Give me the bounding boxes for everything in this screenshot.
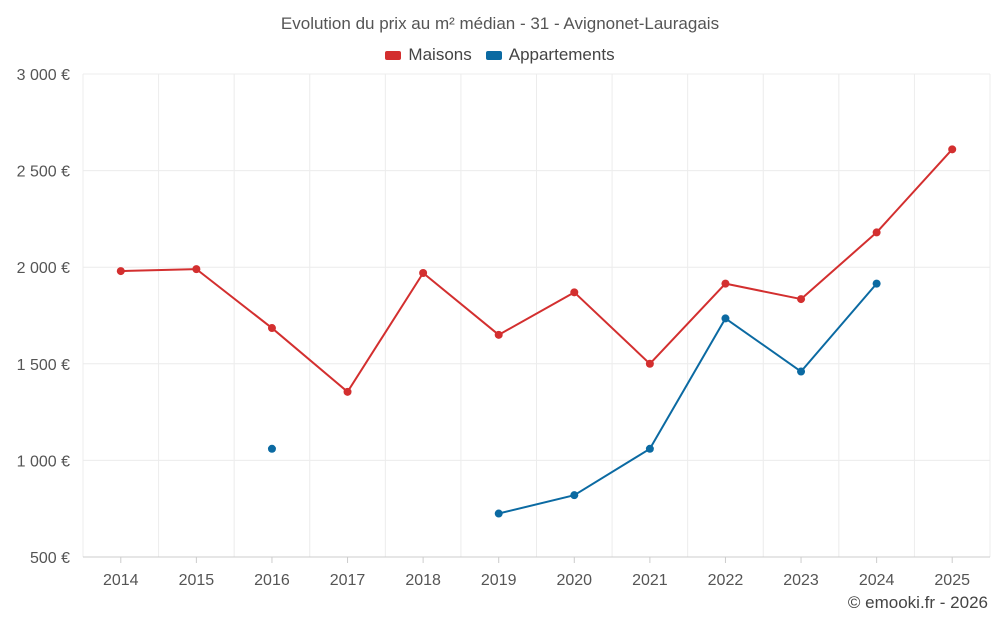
x-tick-label: 2020 xyxy=(556,572,592,589)
data-point-maisons-2019 xyxy=(494,330,503,339)
x-tick-label: 2016 xyxy=(254,572,290,589)
legend-swatch-appartements xyxy=(485,50,502,60)
y-tick-label: 3 000 € xyxy=(17,67,70,84)
x-tick-label: 2025 xyxy=(934,572,970,589)
chart-title: Evolution du prix au m² médian - 31 - Av… xyxy=(280,14,720,33)
data-point-appartements-2024 xyxy=(872,279,881,288)
credit-text: © emooki.fr - 2026 xyxy=(847,593,988,612)
x-tick-label: 2015 xyxy=(179,572,215,589)
data-point-maisons-2022 xyxy=(721,279,730,288)
data-point-appartements-2016 xyxy=(267,444,276,453)
x-tick-label: 2018 xyxy=(405,572,441,589)
data-point-maisons-2025 xyxy=(948,145,957,154)
x-tick-label: 2017 xyxy=(330,572,366,589)
series-line-maisons xyxy=(120,148,953,393)
data-point-maisons-2014 xyxy=(116,267,125,276)
x-tick-label: 2023 xyxy=(783,572,819,589)
data-point-maisons-2024 xyxy=(872,228,881,237)
data-point-appartements-2022 xyxy=(721,314,730,323)
legend-label-appartements: Appartements xyxy=(508,45,615,64)
data-point-maisons-2021 xyxy=(645,359,654,368)
legend-label-maisons: Maisons xyxy=(408,45,472,64)
y-tick-label: 2 000 € xyxy=(17,260,70,277)
data-point-maisons-2017 xyxy=(343,387,352,396)
y-tick-label: 2 500 € xyxy=(17,164,70,181)
y-tick-label: 1 500 € xyxy=(17,357,70,374)
x-tick-label: 2014 xyxy=(103,572,139,589)
data-point-maisons-2018 xyxy=(419,268,428,277)
y-tick-label: 500 € xyxy=(30,550,70,567)
data-point-appartements-2019 xyxy=(494,509,503,518)
data-point-maisons-2015 xyxy=(192,265,201,274)
data-point-appartements-2023 xyxy=(797,367,806,376)
data-point-maisons-2020 xyxy=(570,288,579,297)
chart-legend: Maisons Appartements xyxy=(0,45,1000,65)
data-point-appartements-2021 xyxy=(645,444,654,453)
data-point-maisons-2023 xyxy=(797,295,806,304)
y-tick-label: 1 000 € xyxy=(17,453,70,470)
legend-item-maisons[interactable]: Maisons xyxy=(385,45,472,65)
x-tick-label: 2019 xyxy=(481,572,517,589)
series-line-appartements xyxy=(498,282,878,515)
x-tick-label: 2024 xyxy=(859,572,895,589)
x-tick-label: 2021 xyxy=(632,572,668,589)
legend-swatch-maisons xyxy=(385,50,402,60)
data-point-appartements-2020 xyxy=(570,491,579,500)
legend-item-appartements[interactable]: Appartements xyxy=(485,45,615,65)
data-point-maisons-2016 xyxy=(267,324,276,333)
x-tick-label: 2022 xyxy=(708,572,744,589)
